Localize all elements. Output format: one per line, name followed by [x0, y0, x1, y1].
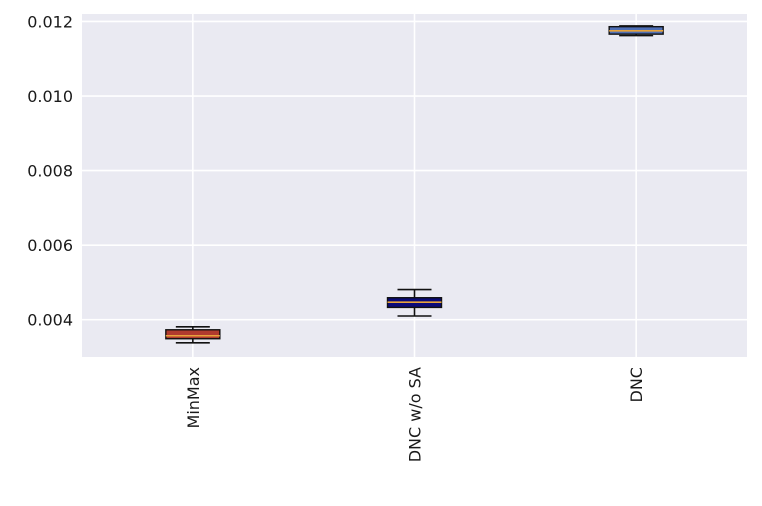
y-tick-label: 0.006: [27, 236, 73, 255]
y-axis-tick-labels: 0.004 0.006 0.008 0.010 0.012: [27, 12, 73, 329]
x-tick-label: DNC w/o SA: [406, 367, 425, 462]
box-series: [165, 25, 664, 344]
x-tick-label: MinMax: [184, 367, 203, 428]
box-plot-dnc: [608, 25, 664, 37]
x-axis-tick-labels: MinMax DNC w/o SA DNC: [184, 367, 646, 462]
y-tick-label: 0.012: [27, 12, 73, 31]
box-iqr: [165, 329, 221, 340]
y-tick-label: 0.004: [27, 311, 73, 330]
x-tick-label: DNC: [627, 367, 646, 402]
y-tick-label: 0.010: [27, 87, 73, 106]
y-tick-label: 0.008: [27, 162, 73, 181]
box-plot-minmax: [165, 326, 221, 344]
box-plot-dnc-w-o-sa: [386, 288, 443, 317]
